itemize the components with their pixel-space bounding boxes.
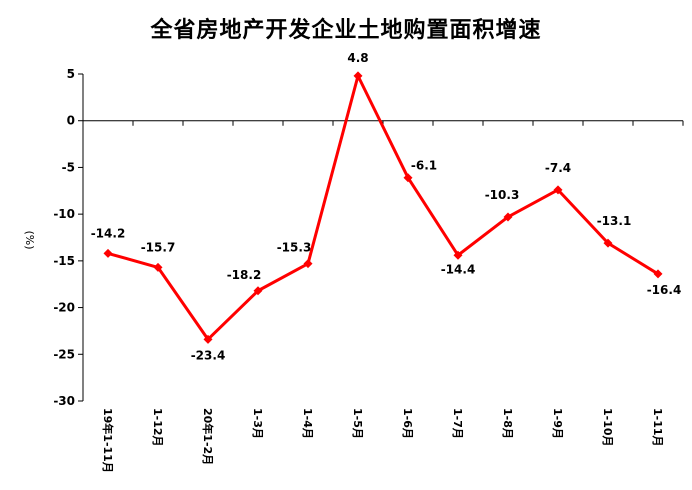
x-tick-label: 1-10月 bbox=[601, 408, 614, 447]
chart-title: 全省房地产开发企业土地购置面积增速 bbox=[150, 18, 542, 43]
x-tick-label: 1-4月 bbox=[301, 408, 314, 439]
data-label: -14.2 bbox=[91, 226, 126, 240]
x-tick-label: 1-12月 bbox=[151, 408, 164, 447]
x-tick-label: 1-9月 bbox=[551, 408, 564, 439]
data-label: -13.1 bbox=[597, 214, 632, 228]
data-point bbox=[403, 173, 413, 183]
data-point bbox=[603, 238, 613, 248]
series-line bbox=[107, 74, 659, 341]
data-point bbox=[253, 286, 263, 296]
y-tick-label: -25 bbox=[53, 347, 75, 361]
data-label: -10.3 bbox=[485, 188, 520, 202]
data-point bbox=[553, 185, 563, 195]
y-tick-label: -5 bbox=[62, 160, 75, 174]
data-point bbox=[653, 269, 663, 279]
data-label: -15.7 bbox=[141, 240, 176, 254]
x-tick-label: 1-6月 bbox=[401, 408, 414, 439]
x-tick-label: 20年1-2月 bbox=[201, 408, 215, 465]
data-point bbox=[453, 250, 463, 260]
data-point bbox=[353, 71, 363, 81]
data-point bbox=[153, 262, 163, 272]
x-tick-label: 1-5月 bbox=[351, 408, 364, 439]
data-label: 4.8 bbox=[347, 51, 368, 65]
data-label: -23.4 bbox=[191, 348, 226, 362]
data-label: -18.2 bbox=[227, 268, 262, 282]
x-tick-label: 1-11月 bbox=[651, 408, 664, 447]
data-point bbox=[203, 334, 213, 344]
data-label: -6.1 bbox=[411, 159, 437, 173]
data-label: -15.3 bbox=[277, 241, 312, 255]
y-tick-label: -20 bbox=[53, 301, 75, 315]
y-tick-label: 5 bbox=[67, 67, 75, 81]
x-tick-label: 19年1-11月 bbox=[101, 408, 115, 473]
data-point bbox=[503, 212, 513, 222]
x-tick-label: 1-8月 bbox=[501, 408, 514, 439]
y-tick-label: -15 bbox=[53, 254, 75, 268]
y-tick-label: -10 bbox=[53, 207, 75, 221]
y-axis-label: (%) bbox=[23, 230, 36, 249]
data-point bbox=[103, 248, 113, 258]
y-tick-label: 0 bbox=[67, 114, 75, 128]
x-tick-label: 1-3月 bbox=[251, 408, 264, 439]
data-label: -14.4 bbox=[441, 262, 476, 276]
data-label: -7.4 bbox=[545, 161, 571, 175]
data-label: -16.4 bbox=[647, 283, 682, 297]
y-tick-label: -30 bbox=[53, 394, 75, 408]
x-tick-label: 1-7月 bbox=[451, 408, 464, 439]
data-point bbox=[303, 259, 313, 269]
